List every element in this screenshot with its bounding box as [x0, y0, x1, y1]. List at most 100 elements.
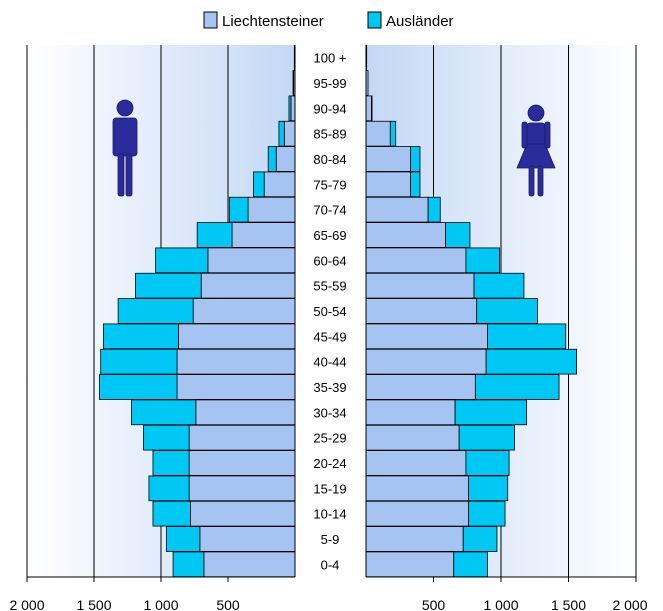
bar-male-auslaender-40-44 [100, 348, 178, 375]
legend-label-auslaender: Ausländer [386, 13, 454, 30]
age-label-45-49: 45-49 [313, 329, 346, 344]
legend: Liechtensteiner Ausländer [203, 11, 454, 30]
legend-swatch-auslaender [367, 11, 382, 29]
bar-female-auslaender-30-34 [454, 399, 528, 426]
bar-male-liechtensteiner-80-84 [275, 146, 296, 172]
bar-male-liechtensteiner-60-64 [207, 247, 296, 274]
bar-female-auslaender-85-89 [389, 120, 397, 147]
bar-male-auslaender-65-69 [196, 222, 233, 248]
bar-male-liechtensteiner-90-94 [290, 95, 296, 122]
bar-male-liechtensteiner-35-39 [176, 374, 296, 400]
bar-male-auslaender-5-9 [165, 526, 201, 552]
age-label-30-34: 30-34 [313, 405, 346, 420]
female-person-icon [516, 104, 556, 197]
age-label-20-24: 20-24 [313, 456, 346, 471]
bar-male-auslaender-85-89 [278, 120, 285, 147]
bar-female-auslaender-20-24 [465, 450, 510, 476]
tick-label-right: 1 500 [551, 597, 586, 611]
bar-male-liechtensteiner-45-49 [178, 323, 296, 350]
bars [98, 44, 577, 578]
tick-label-left: 2 000 [9, 597, 44, 611]
bar-male-liechtensteiner-55-59 [200, 272, 296, 299]
bar-male-liechtensteiner-5-9 [199, 526, 296, 552]
age-label-85-89: 85-89 [313, 127, 346, 142]
bar-female-auslaender-65-69 [445, 222, 471, 248]
bar-female-liechtensteiner-25-29 [365, 424, 460, 451]
age-label-25-29: 25-29 [313, 431, 346, 446]
bar-male-auslaender-0-4 [172, 551, 205, 578]
bar-male-liechtensteiner-15-19 [188, 475, 296, 502]
age-label-55-59: 55-59 [313, 279, 346, 294]
bar-female-liechtensteiner-30-34 [365, 399, 456, 426]
bar-female-liechtensteiner-45-49 [365, 323, 488, 350]
bar-female-liechtensteiner-85-89 [365, 120, 391, 147]
bar-female-auslaender-45-49 [487, 323, 567, 350]
age-group-labels: 0-4 5-9 10-14 15-19 20-24 25-29 30-34 35-39 40-4… [313, 51, 346, 573]
tick-label-right: 1 000 [483, 597, 518, 611]
bar-male-auslaender-35-39 [98, 374, 178, 400]
bar-female-liechtensteiner-75-79 [365, 171, 411, 198]
bar-male-liechtensteiner-70-74 [247, 196, 296, 223]
bar-female-liechtensteiner-40-44 [365, 348, 487, 375]
bar-female-liechtensteiner-5-9 [365, 526, 464, 552]
bar-male-auslaender-50-54 [117, 298, 194, 324]
age-label-40-44: 40-44 [313, 355, 346, 370]
bar-female-auslaender-25-29 [458, 424, 515, 451]
bar-male-auslaender-90-94 [288, 95, 292, 122]
tick-label-right: 2 000 [612, 597, 647, 611]
tick-label-right: 500 [422, 597, 446, 611]
male-person-icon [112, 99, 138, 197]
bar-female-auslaender-50-54 [476, 298, 538, 324]
bar-female-auslaender-5-9 [462, 526, 498, 552]
bar-male-auslaender-15-19 [148, 475, 190, 502]
age-label-90-94: 90-94 [313, 101, 346, 116]
bar-female-auslaender-90-94 [370, 95, 373, 122]
bar-female-liechtensteiner-70-74 [365, 196, 429, 223]
age-label-15-19: 15-19 [313, 481, 346, 496]
bar-female-liechtensteiner-65-69 [365, 222, 447, 248]
bar-female-auslaender-35-39 [474, 374, 560, 400]
bar-female-auslaender-40-44 [485, 348, 577, 375]
bar-male-auslaender-70-74 [228, 196, 249, 223]
bar-male-liechtensteiner-0-4 [203, 551, 296, 578]
bar-female-auslaender-55-59 [473, 272, 525, 299]
bar-female-liechtensteiner-35-39 [365, 374, 476, 400]
bar-female-auslaender-80-84 [410, 146, 421, 172]
bar-male-liechtensteiner-65-69 [231, 222, 296, 248]
bar-female-liechtensteiner-60-64 [365, 247, 467, 274]
bar-male-auslaender-30-34 [131, 399, 197, 426]
bar-female-auslaender-10-14 [468, 500, 506, 527]
age-label-10-14: 10-14 [313, 507, 346, 522]
bar-male-auslaender-80-84 [267, 146, 277, 172]
bar-male-liechtensteiner-40-44 [176, 348, 296, 375]
age-label-0-4: 0-4 [321, 557, 340, 572]
bar-female-liechtensteiner-20-24 [365, 450, 467, 476]
bar-male-liechtensteiner-50-54 [192, 298, 296, 324]
bar-female-liechtensteiner-10-14 [365, 500, 469, 527]
bar-male-auslaender-20-24 [152, 450, 190, 476]
bar-female-auslaender-0-4 [453, 551, 488, 578]
bar-male-auslaender-55-59 [135, 272, 202, 299]
age-label-50-54: 50-54 [313, 304, 346, 319]
bar-male-liechtensteiner-20-24 [188, 450, 296, 476]
bar-male-auslaender-45-49 [102, 323, 179, 350]
age-label-60-64: 60-64 [313, 253, 346, 268]
bar-female-auslaender-75-79 [410, 171, 421, 198]
age-label-70-74: 70-74 [313, 203, 346, 218]
bar-male-auslaender-75-79 [253, 171, 265, 198]
tick-label-left: 1 500 [76, 597, 111, 611]
age-label-95-99: 95-99 [313, 76, 346, 91]
legend-swatch-liechtensteiner [203, 11, 218, 29]
tick-label-left: 500 [216, 597, 240, 611]
age-label-5-9: 5-9 [321, 532, 340, 547]
bar-female-liechtensteiner-55-59 [365, 272, 475, 299]
bar-female-liechtensteiner-80-84 [365, 146, 411, 172]
age-label-65-69: 65-69 [313, 228, 346, 243]
bar-male-auslaender-10-14 [152, 500, 191, 527]
bar-female-auslaender-60-64 [465, 247, 501, 274]
bar-male-auslaender-25-29 [143, 424, 190, 451]
bar-female-liechtensteiner-90-94 [365, 95, 372, 122]
age-label-80-84: 80-84 [313, 152, 346, 167]
bar-male-auslaender-60-64 [155, 247, 209, 274]
